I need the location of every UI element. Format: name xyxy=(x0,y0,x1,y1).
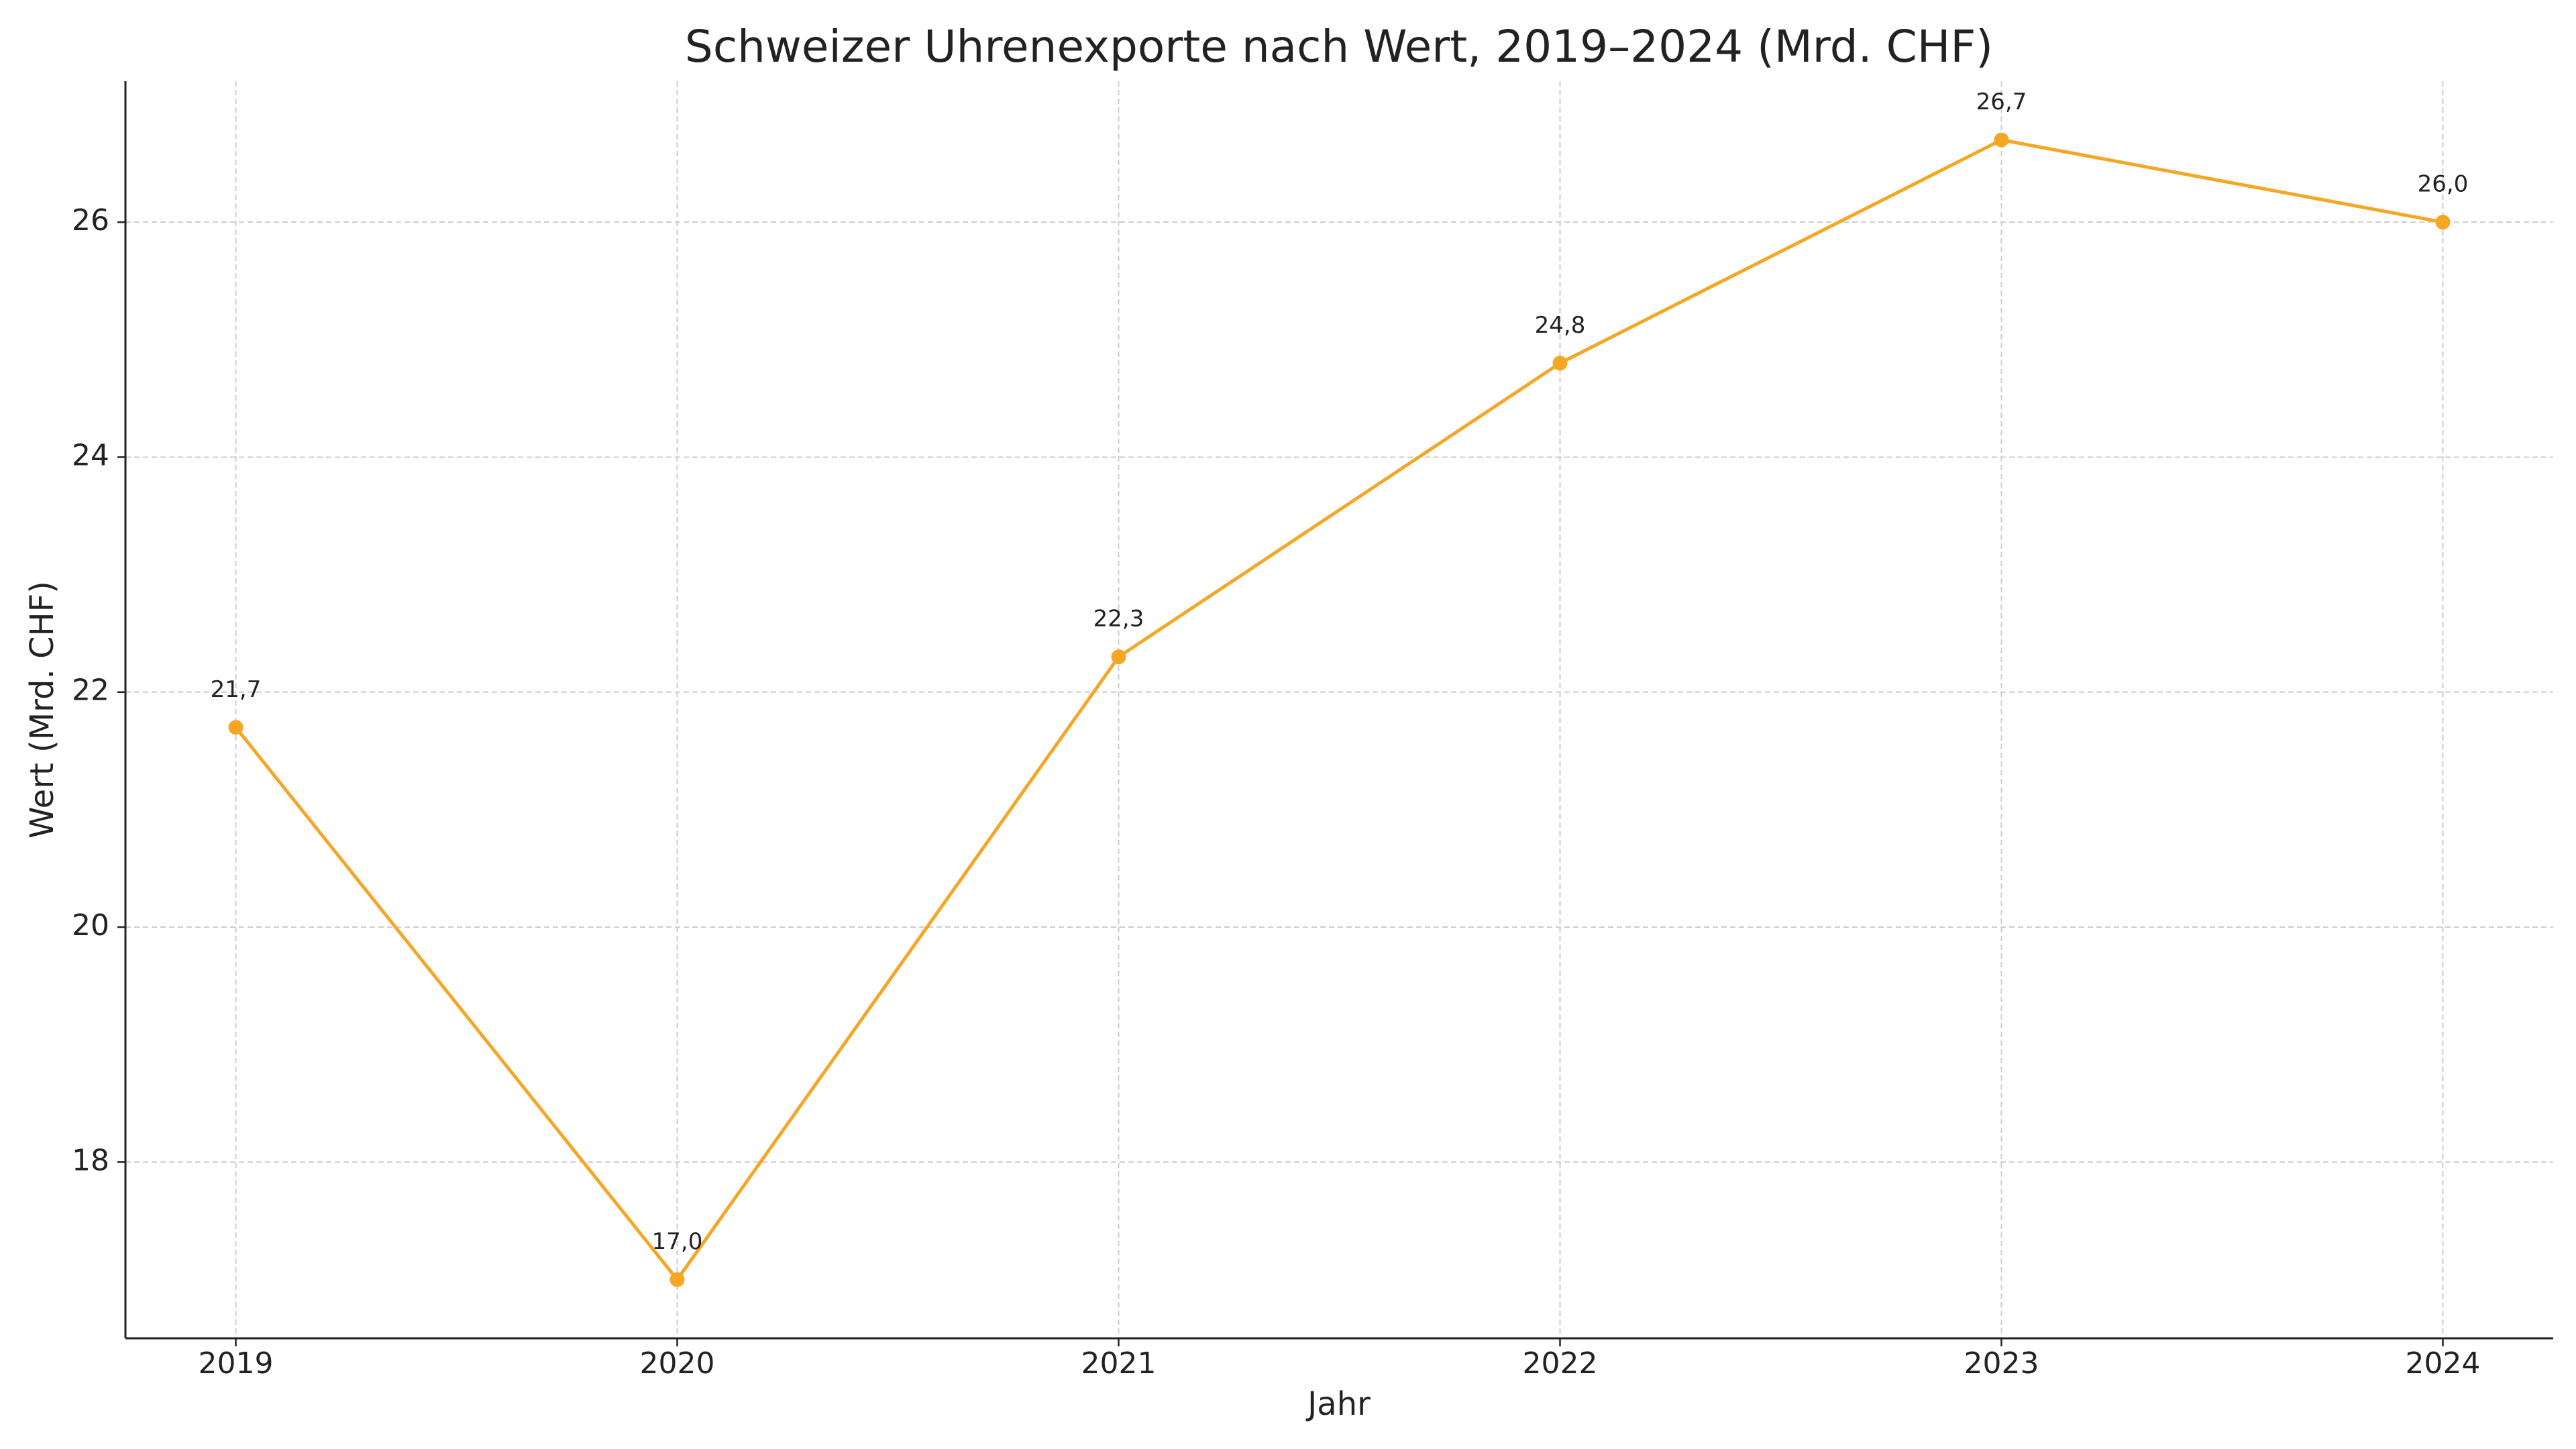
value-label: 21,7 xyxy=(211,676,262,703)
point xyxy=(228,720,244,735)
y-tick-label: 24 xyxy=(72,438,109,472)
point xyxy=(1552,356,1568,371)
chart-title: Schweizer Uhrenexporte nach Wert, 2019–2… xyxy=(685,21,1993,72)
series-line xyxy=(234,138,2443,1283)
x-tick-label: 2020 xyxy=(640,1346,715,1381)
y-axis-label: Wert (Mrd. CHF) xyxy=(23,581,61,839)
y-tick-label: 22 xyxy=(72,674,109,708)
y-tick-label: 18 xyxy=(72,1143,109,1177)
value-label: 22,3 xyxy=(1093,606,1144,633)
x-tick-label: 2021 xyxy=(1081,1346,1157,1381)
x-tick-label: 2024 xyxy=(2406,1346,2481,1381)
y-tick-label: 20 xyxy=(72,908,109,943)
point xyxy=(669,1272,685,1287)
value-label: 26,7 xyxy=(1976,89,2027,115)
y-tick-label: 26 xyxy=(72,203,109,237)
point xyxy=(1111,649,1126,665)
x-axis-label: Jahr xyxy=(1305,1385,1371,1423)
x-tick-label: 2019 xyxy=(199,1346,274,1381)
value-label: 24,8 xyxy=(1535,312,1586,339)
x-tick-label: 2022 xyxy=(1523,1346,1598,1381)
x-tick-label: 2023 xyxy=(1964,1346,2039,1381)
value-label: 26,0 xyxy=(2418,171,2469,198)
point xyxy=(2435,215,2451,230)
point xyxy=(1994,132,2009,148)
value-label: 17,0 xyxy=(652,1228,703,1255)
